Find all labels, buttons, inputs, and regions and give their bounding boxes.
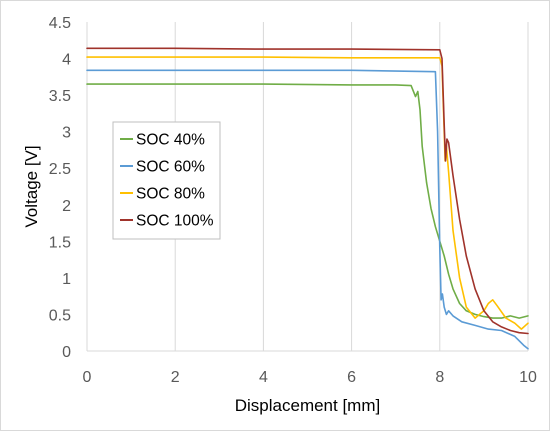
grid	[86, 22, 529, 351]
y-tick-label: 4	[62, 52, 71, 69]
y-tick-label: 3.5	[49, 88, 71, 105]
series-line-2	[86, 69, 529, 350]
series-line-1	[86, 83, 529, 319]
y-tick-label: 0	[62, 344, 71, 361]
x-tick-label: 0	[83, 369, 92, 386]
y-tick-label: 1.5	[49, 234, 71, 251]
axes: 0 2 4 6 8 10 0 0.5 1 1.5 2 2.5 3 3.5 4 4.5	[49, 15, 537, 386]
x-tick-label: 4	[259, 369, 268, 386]
y-tick-label: 2.5	[49, 161, 71, 178]
legend-label: SOC 60%	[136, 159, 205, 176]
x-tick-label: 8	[435, 369, 444, 386]
series-line-4	[86, 47, 529, 335]
y-tick-label: 0.5	[49, 307, 71, 324]
legend-label: SOC 40%	[136, 132, 205, 149]
legend: SOC 40% SOC 60% SOC 80% SOC 100%	[112, 121, 221, 240]
y-axis-title: Voltage [V]	[22, 145, 41, 227]
x-tick-label: 6	[347, 369, 356, 386]
y-tick-label: 4.5	[49, 15, 71, 32]
y-tick-label: 1	[62, 271, 71, 288]
x-axis-title: Displacement [mm]	[235, 396, 380, 415]
x-tick-label: 2	[171, 369, 180, 386]
y-tick-label: 2	[62, 198, 71, 215]
legend-label: SOC 100%	[136, 213, 214, 230]
legend-label: SOC 80%	[136, 186, 205, 203]
series-line-3	[86, 56, 529, 330]
x-tick-label: 10	[519, 369, 537, 386]
y-tick-label: 3	[62, 125, 71, 142]
series-lines	[86, 47, 529, 350]
